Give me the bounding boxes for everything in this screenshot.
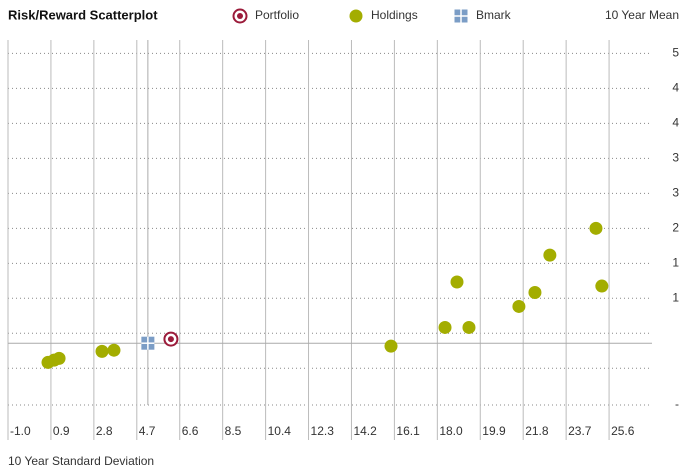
x-tick-label: 21.8 — [525, 424, 549, 438]
point — [95, 344, 109, 358]
y-axis-label: 10 Year Mean — [605, 8, 679, 22]
point — [438, 320, 452, 334]
point — [528, 285, 542, 299]
x-tick-label: 23.7 — [568, 424, 592, 438]
x-tick-label: 18.0 — [439, 424, 463, 438]
legend-swatch — [232, 8, 248, 24]
point — [141, 336, 155, 350]
y-tick-label: 3 — [672, 186, 679, 200]
y-tick-label: 4 — [672, 116, 679, 130]
x-tick-label: 25.6 — [611, 424, 635, 438]
x-tick-label: 14.2 — [353, 424, 377, 438]
x-tick-label: 4.7 — [139, 424, 156, 438]
legend-label: Holdings — [371, 8, 418, 22]
point — [163, 331, 179, 347]
point — [52, 351, 66, 365]
legend-swatch — [454, 9, 468, 23]
point — [384, 339, 398, 353]
chart-title: Risk/Reward Scatterplot — [8, 7, 158, 22]
point — [107, 343, 121, 357]
y-tick-label: - — [675, 397, 679, 411]
point — [450, 275, 464, 289]
point — [543, 248, 557, 262]
point — [595, 279, 609, 293]
x-tick-label: 8.5 — [225, 424, 242, 438]
y-tick-label: 3 — [672, 151, 679, 165]
x-tick-label: 6.6 — [182, 424, 199, 438]
legend-label: Bmark — [476, 8, 512, 22]
x-tick-label: 0.9 — [53, 424, 70, 438]
y-tick-label: 5 — [672, 46, 679, 60]
x-tick-label: 12.3 — [311, 424, 335, 438]
ring-dot — [167, 336, 174, 343]
point — [512, 299, 526, 313]
x-tick-label: 16.1 — [396, 424, 420, 438]
point — [589, 221, 603, 235]
y-tick-label: 4 — [672, 81, 679, 95]
legend-label: Portfolio — [255, 8, 299, 22]
y-tick-label: 1 — [672, 255, 679, 269]
x-tick-label: -1.0 — [10, 424, 31, 438]
x-tick-label: 10.4 — [268, 424, 292, 438]
x-axis-label: 10 Year Standard Deviation — [8, 454, 154, 468]
x-tick-label: 19.9 — [482, 424, 506, 438]
ring-dot — [237, 13, 243, 19]
point — [462, 320, 476, 334]
y-tick-label: 1 — [672, 290, 679, 304]
x-tick-label: 2.8 — [96, 424, 113, 438]
legend-swatch — [349, 9, 363, 23]
y-tick-label: 2 — [672, 221, 679, 235]
